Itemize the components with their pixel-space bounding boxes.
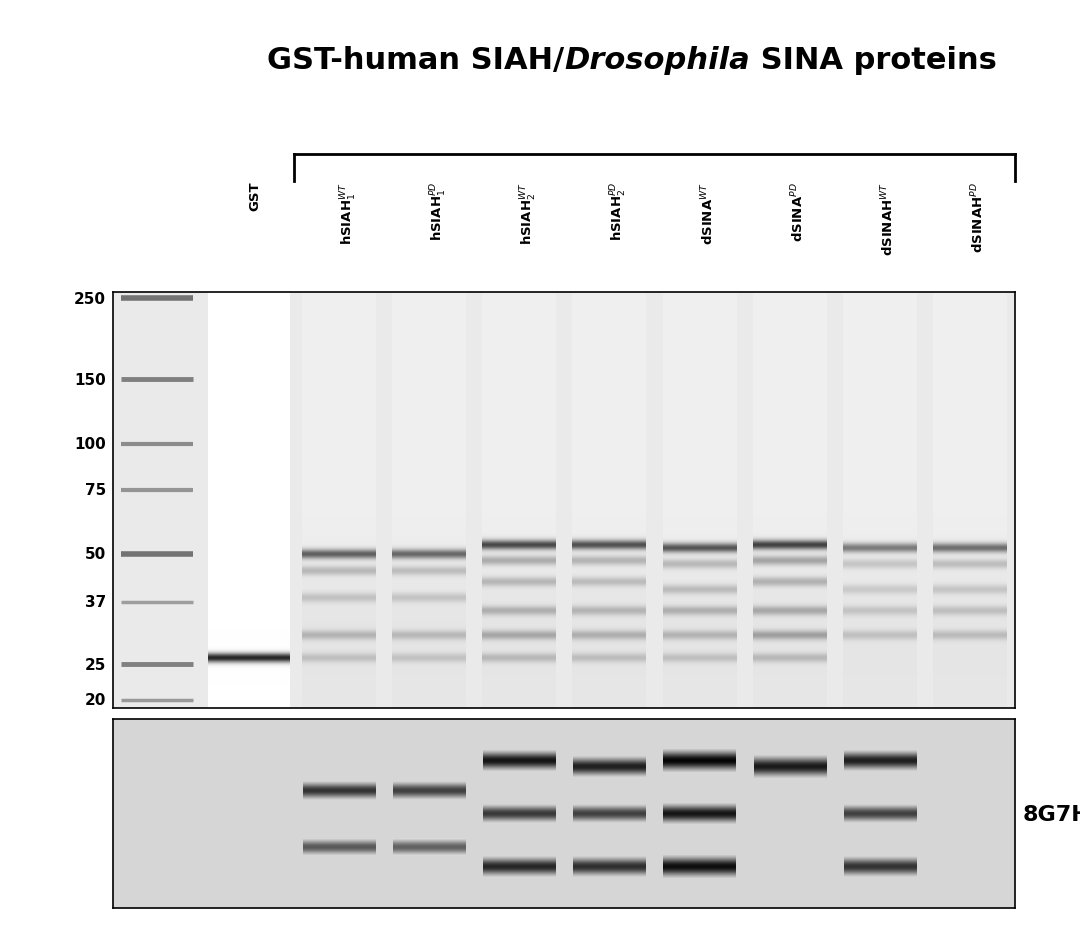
Text: 20: 20 <box>85 692 106 707</box>
Text: hSIAH$_1^{WT}$: hSIAH$_1^{WT}$ <box>339 181 359 244</box>
Text: SINA proteins: SINA proteins <box>750 45 997 75</box>
Text: GST-human SIAH/: GST-human SIAH/ <box>267 45 564 75</box>
Text: dSINAH$^{PD}$: dSINAH$^{PD}$ <box>970 181 987 252</box>
Text: Drosophila: Drosophila <box>564 45 750 75</box>
Text: GST: GST <box>248 181 261 211</box>
Text: dSINA$^{WT}$: dSINA$^{WT}$ <box>700 181 716 244</box>
Text: dSINA$^{PD}$: dSINA$^{PD}$ <box>789 181 807 242</box>
Text: hSIAH$_1^{PD}$: hSIAH$_1^{PD}$ <box>429 181 449 242</box>
Text: 150: 150 <box>75 373 106 387</box>
Text: hSIAH$_2^{WT}$: hSIAH$_2^{WT}$ <box>519 181 539 244</box>
Text: 75: 75 <box>85 482 106 497</box>
Text: 50: 50 <box>85 547 106 562</box>
Text: 100: 100 <box>75 437 106 452</box>
Text: 250: 250 <box>75 292 106 307</box>
Text: 37: 37 <box>85 595 106 610</box>
Text: 8G7H12: 8G7H12 <box>1023 803 1080 824</box>
Text: dSINAH$^{WT}$: dSINAH$^{WT}$ <box>880 181 896 256</box>
Text: 25: 25 <box>85 657 106 672</box>
Text: hSIAH$_2^{PD}$: hSIAH$_2^{PD}$ <box>609 181 630 242</box>
